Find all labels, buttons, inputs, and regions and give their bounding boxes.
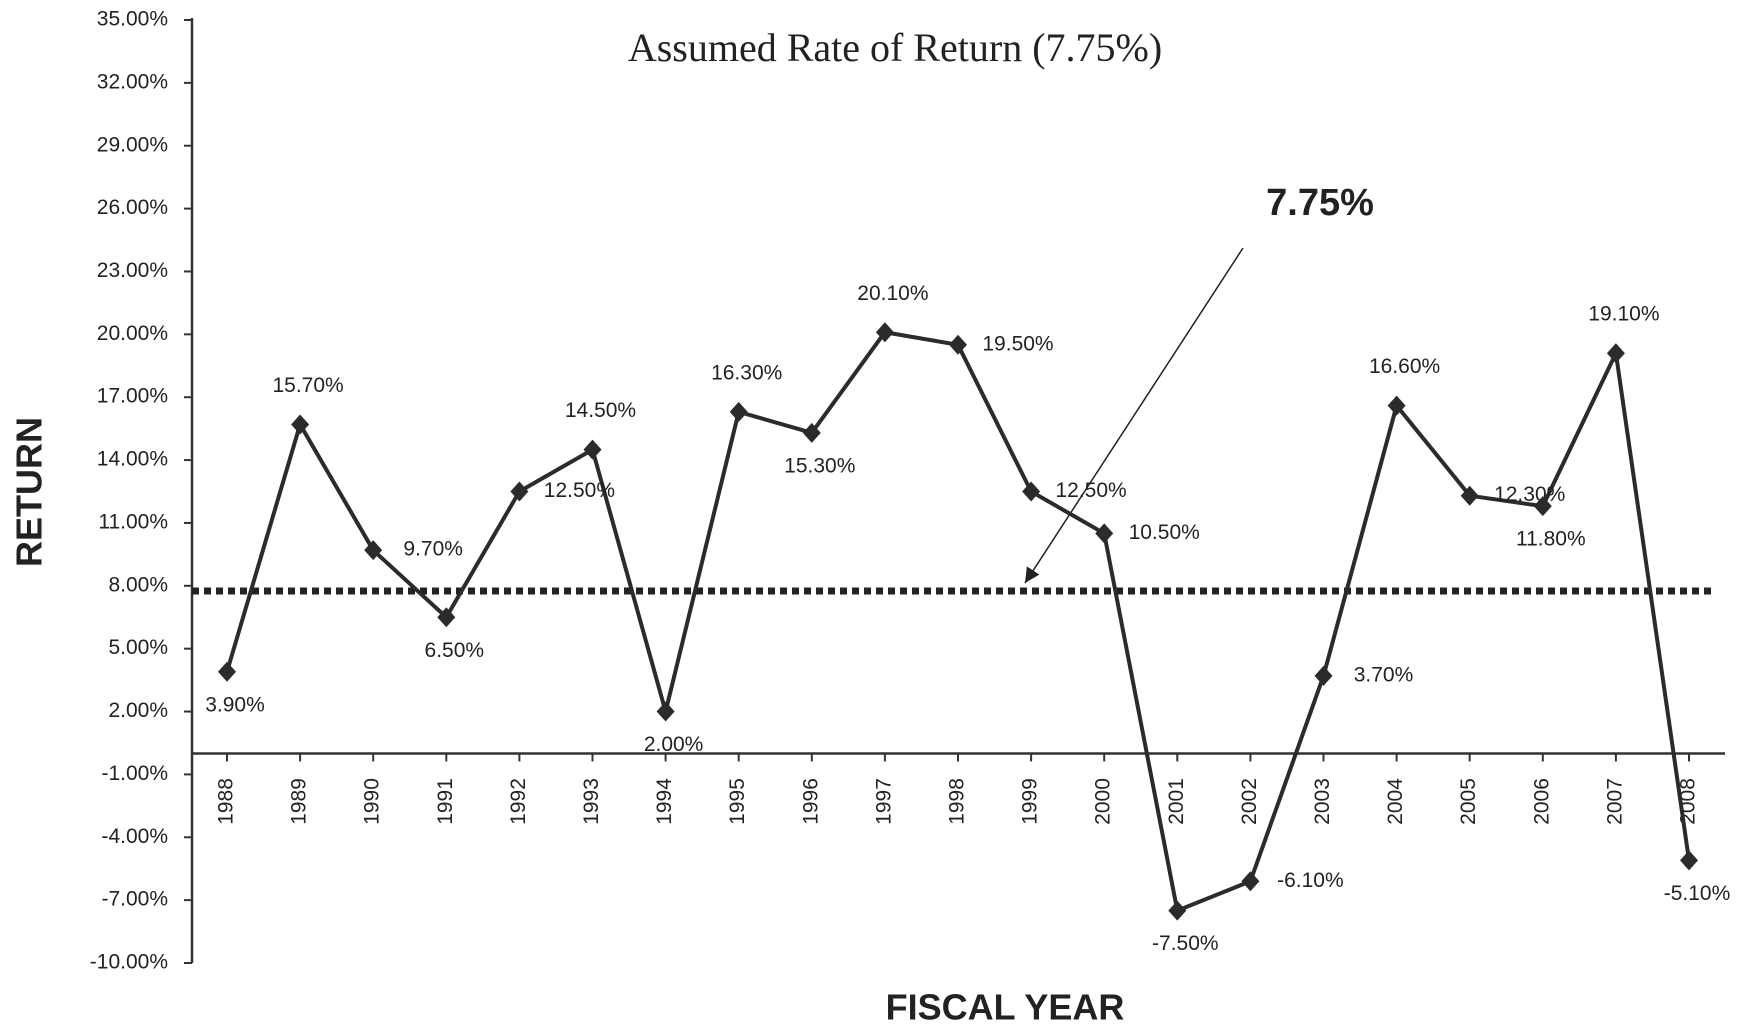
data-label: 2.00%	[644, 733, 704, 756]
y-tick-label: 5.00%	[108, 636, 168, 659]
data-label: 12.50%	[544, 479, 615, 502]
x-tick-label: 2006	[1530, 778, 1553, 825]
data-label: 15.70%	[272, 374, 343, 397]
y-tick-label: 17.00%	[97, 385, 168, 408]
x-tick-label: 2004	[1384, 778, 1407, 825]
x-tick-label: 1994	[653, 778, 676, 825]
x-tick-label: 2001	[1165, 778, 1188, 825]
x-axis-title: FISCAL YEAR	[886, 987, 1125, 1028]
data-point	[875, 322, 894, 343]
data-point	[1095, 523, 1114, 544]
data-point	[1680, 850, 1698, 871]
annotation-arrow	[1024, 247, 1244, 584]
y-tick-label: 8.00%	[108, 573, 168, 596]
data-label: 6.50%	[425, 639, 485, 662]
data-point	[1460, 485, 1479, 506]
x-tick-label: 1989	[288, 778, 311, 825]
x-tick-label: 1991	[434, 778, 457, 825]
data-label: 12.30%	[1494, 483, 1565, 506]
data-point	[1241, 871, 1260, 892]
data-label: 15.30%	[784, 454, 855, 477]
y-tick-label: 29.00%	[97, 133, 168, 156]
data-label: 12.50%	[1055, 479, 1126, 502]
data-label: 3.90%	[205, 693, 265, 716]
x-tick-label: 1990	[361, 778, 384, 825]
x-tick-label: 2005	[1457, 778, 1480, 825]
data-label: 16.60%	[1369, 355, 1440, 378]
data-label: 9.70%	[403, 538, 463, 561]
data-label: 3.70%	[1354, 663, 1414, 686]
x-tick-label: 1998	[946, 778, 969, 825]
data-label: 19.50%	[982, 332, 1053, 355]
data-point	[1387, 395, 1406, 416]
data-label: 11.80%	[1516, 528, 1586, 551]
x-tick-label: 2007	[1603, 778, 1626, 825]
data-label: -5.10%	[1664, 882, 1731, 905]
data-point	[1606, 343, 1625, 364]
x-tick-label: 1996	[799, 778, 822, 825]
y-tick-label: -4.00%	[101, 825, 168, 848]
x-tick-label: 1995	[726, 778, 749, 825]
data-point	[437, 607, 456, 628]
data-point	[218, 661, 236, 682]
y-tick-label: 11.00%	[98, 510, 168, 533]
data-point	[1533, 496, 1552, 517]
data-label: -6.10%	[1277, 869, 1344, 892]
y-tick-label: 2.00%	[108, 699, 168, 722]
data-label: 10.50%	[1129, 521, 1200, 544]
chart-title: Assumed Rate of Return (7.75%)	[628, 25, 1162, 70]
x-tick-label: 2002	[1238, 778, 1261, 825]
data-point	[510, 481, 529, 502]
x-tick-label: 1999	[1019, 778, 1042, 825]
data-point	[1168, 900, 1187, 921]
y-tick-label: 26.00%	[97, 196, 168, 219]
data-point	[1314, 665, 1333, 686]
data-point	[364, 540, 383, 561]
data-label: -7.50%	[1152, 932, 1219, 955]
x-tick-label: 1988	[215, 778, 238, 825]
data-label: 16.30%	[711, 361, 782, 384]
x-tick-label: 2000	[1092, 778, 1115, 825]
x-tick-label: 1993	[580, 778, 603, 825]
y-tick-label: -1.00%	[101, 762, 168, 785]
y-tick-label: 32.00%	[97, 70, 168, 93]
y-tick-label: 14.00%	[97, 448, 168, 471]
data-point	[1022, 481, 1041, 502]
data-label: 14.50%	[565, 399, 636, 422]
y-axis-title: RETURN	[9, 417, 50, 567]
data-label: 19.10%	[1588, 303, 1659, 326]
data-point	[802, 422, 821, 443]
data-point	[583, 439, 602, 460]
data-point	[949, 334, 967, 355]
data-point	[729, 401, 748, 422]
y-tick-label: 35.00%	[97, 8, 168, 31]
y-tick-label: -7.00%	[101, 888, 168, 911]
x-tick-label: 1992	[507, 778, 530, 825]
y-tick-label: 23.00%	[97, 259, 168, 282]
data-point	[656, 701, 675, 722]
x-tick-label: 1997	[872, 778, 895, 825]
y-tick-label: -10.00%	[90, 951, 168, 974]
y-tick-label: 20.00%	[97, 322, 168, 345]
reference-label: 7.75%	[1266, 182, 1374, 224]
data-label: 20.10%	[857, 282, 928, 305]
data-point	[291, 414, 310, 435]
x-tick-label: 2003	[1311, 778, 1334, 825]
